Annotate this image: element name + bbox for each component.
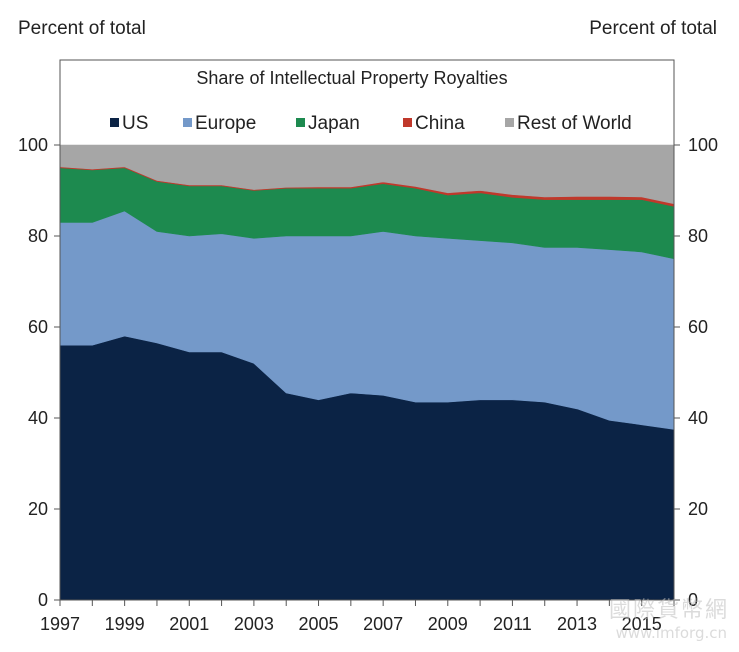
left-y-tick-label: 0 — [38, 590, 48, 610]
x-tick-label: 2005 — [299, 614, 339, 634]
legend-item-us: US — [110, 113, 148, 134]
x-tick-label: 1999 — [105, 614, 145, 634]
legend-swatch — [183, 118, 192, 127]
left-y-tick-label: 80 — [28, 226, 48, 246]
watermark-logo: 國際貨幣網 — [608, 598, 729, 623]
legend-swatch — [403, 118, 412, 127]
legend-item-rest-of-world: Rest of World — [505, 113, 632, 134]
x-tick-label: 2003 — [234, 614, 274, 634]
legend-item-europe: Europe — [183, 113, 256, 134]
right-axis-unit-label: Percent of total — [589, 18, 717, 39]
legend-item-china: China — [403, 113, 465, 134]
legend-label: Japan — [308, 113, 360, 134]
legend-swatch — [110, 118, 119, 127]
x-tick-label: 2011 — [493, 614, 532, 634]
left-y-tick-label: 40 — [28, 408, 48, 428]
legend-label: China — [415, 113, 465, 134]
right-y-tick-label: 100 — [688, 135, 718, 155]
right-y-tick-label: 20 — [688, 499, 708, 519]
chart-title-and-legend: Share of Intellectual Property Royalties… — [110, 68, 632, 134]
stacked-area-layers — [59, 144, 675, 601]
left-y-tick-label: 100 — [18, 135, 48, 155]
left-y-tick-label: 60 — [28, 317, 48, 337]
x-tick-label: 2009 — [428, 614, 468, 634]
chart-frame — [59, 59, 675, 601]
x-tick-label: 2007 — [363, 614, 403, 634]
left-y-tick-label: 20 — [28, 499, 48, 519]
legend-label: Rest of World — [517, 113, 632, 134]
legend-label: Europe — [195, 113, 256, 134]
x-tick-label: 1997 — [40, 614, 80, 634]
x-tick-label: 2001 — [169, 614, 209, 634]
legend-swatch — [505, 118, 514, 127]
plot-border — [59, 59, 675, 601]
right-y-tick-label: 0 — [688, 590, 698, 610]
right-y-tick-label: 80 — [688, 226, 708, 246]
legend-label: US — [122, 113, 148, 134]
legend-item-japan: Japan — [296, 113, 360, 134]
x-axis: 1997 1999 2001 2003 2005 2007 2009 2011 2013 2015 — [40, 600, 675, 634]
x-tick-label: 2013 — [557, 614, 597, 634]
left-axis-unit-label: Percent of total — [18, 18, 146, 39]
right-y-axis: 0 20 40 60 80 100 — [674, 135, 718, 610]
legend-swatch — [296, 118, 305, 127]
right-y-tick-label: 60 — [688, 317, 708, 337]
right-y-tick-label: 40 — [688, 408, 708, 428]
x-tick-label: 2015 — [622, 614, 662, 634]
left-y-axis: 0 20 40 60 80 100 — [18, 135, 60, 610]
watermark-url: www.imforg.cn — [615, 624, 727, 642]
chart-title: Share of Intellectual Property Royalties — [196, 68, 507, 88]
